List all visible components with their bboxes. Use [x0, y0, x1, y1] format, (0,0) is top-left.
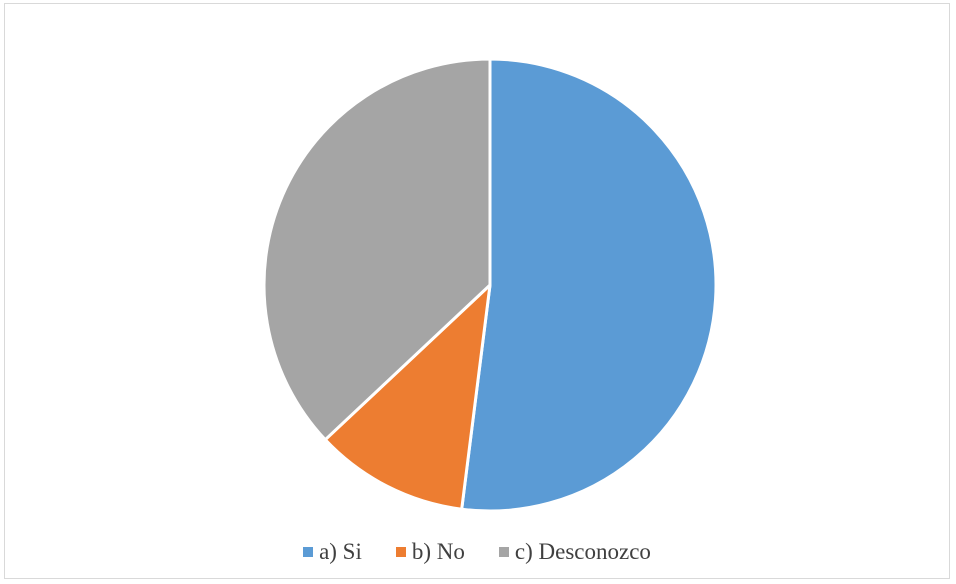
legend-label-si: a) Si: [319, 539, 362, 564]
legend: a) Si b) No c) Desconozco: [5, 539, 949, 565]
chart-frame: a) Si b) No c) Desconozco: [4, 3, 950, 579]
legend-swatch-desconozco: [498, 547, 509, 557]
pie-slice-a-si: [460, 57, 718, 513]
pie-slice-c-desconozco: [262, 57, 492, 442]
legend-label-desconozco: c) Desconozco: [514, 539, 651, 564]
legend-item-no: b) No: [395, 539, 465, 565]
legend-swatch-no: [395, 547, 406, 557]
pie-slice-b-no: [323, 283, 492, 511]
legend-item-si: a) Si: [303, 539, 362, 565]
legend-swatch-si: [303, 547, 314, 557]
legend-label-no: b) No: [411, 539, 465, 564]
legend-item-desconozco: c) Desconozco: [498, 539, 651, 565]
pie-chart: [262, 57, 718, 513]
